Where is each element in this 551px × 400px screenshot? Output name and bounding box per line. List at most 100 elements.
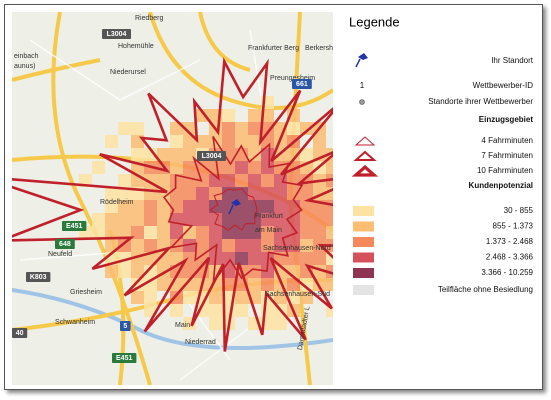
potential-cell	[183, 239, 196, 252]
road-sign	[55, 239, 75, 249]
potential-cell	[274, 226, 287, 239]
potential-cell	[248, 265, 261, 278]
potential-cell	[248, 239, 261, 252]
potential-cell	[183, 278, 196, 291]
legend-item: 1.373 - 2.468	[486, 237, 534, 246]
potential-cell	[274, 213, 287, 226]
potential-cell	[261, 278, 274, 291]
potential-cell	[261, 109, 274, 122]
potential-cell	[144, 213, 157, 226]
potential-cell	[196, 213, 209, 226]
road-sign-label: 648	[59, 241, 71, 248]
potential-cell	[222, 226, 235, 239]
potential-cell	[235, 252, 248, 265]
potential-cell	[222, 239, 235, 252]
potential-cell	[105, 226, 118, 239]
place-label: Neufeld	[48, 251, 72, 258]
potential-cell	[196, 109, 209, 122]
legend-title: Legende	[349, 14, 400, 29]
potential-cell	[300, 213, 313, 226]
place-label: Griesheim	[70, 289, 102, 296]
competitor-id-symbol: 1	[360, 81, 365, 90]
potential-cell	[118, 122, 131, 135]
legend-item: Standorte ihrer Wettbewerber	[428, 97, 533, 106]
potential-cell	[248, 278, 261, 291]
potential-cell	[326, 278, 333, 291]
road-sign-label: 40	[16, 330, 24, 337]
potential-cell	[261, 226, 274, 239]
catchment-icon	[351, 164, 379, 177]
potential-cell	[183, 135, 196, 148]
potential-cell	[326, 226, 333, 239]
potential-cell	[326, 304, 333, 317]
potential-cell	[326, 187, 333, 200]
potential-cell	[209, 317, 222, 330]
potential-cell	[131, 265, 144, 278]
road-sign	[12, 328, 28, 338]
legend-item: 10 Fahrminuten	[477, 166, 533, 175]
road-sign	[292, 79, 312, 89]
potential-cell	[131, 148, 144, 161]
legend-item: Wettbewerber-ID	[473, 81, 534, 90]
legend-section-title: Einzugsgebiet	[479, 115, 534, 124]
potential-cell	[131, 213, 144, 226]
place-label: Niederursel	[110, 69, 146, 76]
road-sign-label: E451	[116, 355, 132, 362]
potential-cell	[222, 265, 235, 278]
potential-cell	[235, 213, 248, 226]
own-location	[228, 199, 241, 215]
potential-cell	[248, 174, 261, 187]
potential-cell	[105, 239, 118, 252]
potential-cell	[274, 187, 287, 200]
catchment-10min	[12, 57, 333, 352]
catchment-4min	[209, 188, 258, 231]
potential-cell	[248, 135, 261, 148]
potential-cell	[300, 252, 313, 265]
potential-cell	[196, 239, 209, 252]
potential-cell	[209, 226, 222, 239]
place-label: am Main	[255, 227, 282, 234]
potential-cell	[118, 213, 131, 226]
place-label: Sachsenhausen-Süd	[265, 291, 330, 298]
potential-cell	[183, 200, 196, 213]
legend-item: 7 Fahrminuten	[481, 151, 533, 160]
potential-cell	[170, 304, 183, 317]
potential-cell	[170, 239, 183, 252]
potential-cell	[131, 200, 144, 213]
potential-cell	[274, 317, 287, 330]
potential-cell	[157, 148, 170, 161]
potential-cell	[170, 200, 183, 213]
potential-cell	[248, 187, 261, 200]
potential-cell	[170, 135, 183, 148]
potential-cell	[144, 200, 157, 213]
potential-cell	[118, 239, 131, 252]
potential-cell	[157, 278, 170, 291]
potential-cell	[157, 174, 170, 187]
catchment-icon	[354, 136, 376, 146]
color-swatch	[353, 206, 374, 216]
legend-section-title: Kundenpotenzial	[469, 181, 533, 190]
potential-cell	[92, 213, 105, 226]
potential-cell	[196, 161, 209, 174]
potential-cell	[131, 239, 144, 252]
place-label: Hohemühle	[118, 43, 154, 50]
road-sign-label: L3004	[107, 31, 127, 38]
potential-cell	[235, 161, 248, 174]
potential-cell	[326, 200, 333, 213]
place-label: Preungesheim	[270, 75, 315, 82]
place-label: einbach	[14, 53, 39, 60]
road-sign-label: E451	[66, 223, 82, 230]
color-swatch	[353, 268, 374, 278]
potential-cell	[118, 265, 131, 278]
potential-cell	[313, 252, 326, 265]
legend-item: Teilfläche ohne Besiedlung	[438, 285, 533, 294]
potential-cell	[235, 174, 248, 187]
potential-cell	[183, 252, 196, 265]
potential-cell	[209, 187, 222, 200]
potential-cell	[144, 148, 157, 161]
potential-cell	[196, 226, 209, 239]
potential-cell	[144, 226, 157, 239]
potential-cell	[235, 135, 248, 148]
potential-cell	[196, 135, 209, 148]
